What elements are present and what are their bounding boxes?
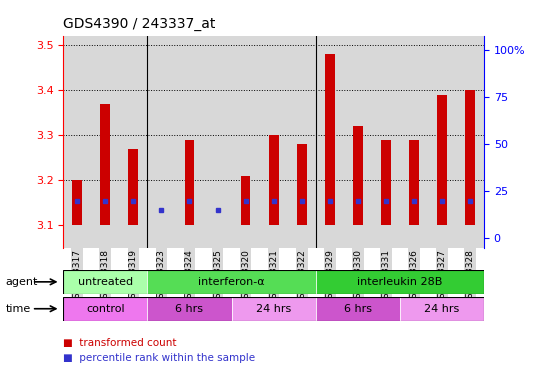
Bar [241,176,250,225]
Bar [185,140,194,225]
Bar [465,90,475,225]
Bar [344,36,372,248]
Bar [147,297,232,321]
Bar [101,104,110,225]
Text: agent: agent [6,277,38,287]
Bar [63,36,91,248]
Bar [119,36,147,248]
Text: GDS4390 / 243337_at: GDS4390 / 243337_at [63,17,216,31]
Bar [437,95,447,225]
Bar [63,297,147,321]
Bar [204,36,232,248]
Bar [316,36,344,248]
Text: ■  percentile rank within the sample: ■ percentile rank within the sample [63,353,255,363]
Bar [232,297,316,321]
Bar [456,36,484,248]
Bar [381,140,390,225]
Text: interferon-α: interferon-α [198,277,265,287]
Bar [147,270,316,294]
Bar [288,36,316,248]
Text: untreated: untreated [78,277,133,287]
Bar [409,140,419,225]
Bar [428,36,456,248]
Bar [325,55,334,225]
Bar [175,36,204,248]
Text: control: control [86,304,125,314]
Text: ■  transformed count: ■ transformed count [63,338,177,348]
Text: 24 hrs: 24 hrs [424,304,460,314]
Bar [269,135,278,225]
Bar [260,36,288,248]
Bar [147,36,175,248]
Bar [400,297,484,321]
Text: 6 hrs: 6 hrs [344,304,372,314]
Text: interleukin 28B: interleukin 28B [357,277,443,287]
Text: 24 hrs: 24 hrs [256,304,292,314]
Bar [73,180,82,225]
Bar [63,270,147,294]
Bar [232,36,260,248]
Bar [353,126,362,225]
Bar [316,297,400,321]
Bar [297,144,306,225]
Text: time: time [6,304,31,314]
Bar [91,36,119,248]
Bar [400,36,428,248]
Text: 6 hrs: 6 hrs [175,304,204,314]
Bar [129,149,138,225]
Bar [316,270,484,294]
Bar [372,36,400,248]
